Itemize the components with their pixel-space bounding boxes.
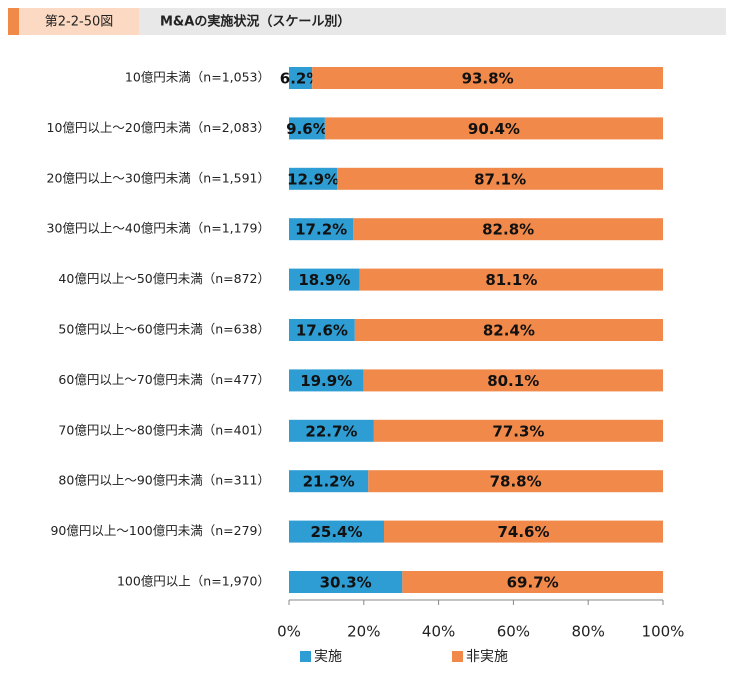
category-label: 40億円以上～50億円未満（n=872） bbox=[58, 271, 270, 286]
x-tick-label: 80% bbox=[572, 623, 605, 641]
bar-segment bbox=[289, 67, 313, 89]
value-label: 90.4% bbox=[468, 120, 520, 138]
bar-segment bbox=[289, 419, 374, 442]
value-label: 25.4% bbox=[310, 523, 362, 541]
value-label: 22.7% bbox=[305, 422, 357, 440]
category-label: 20億円以上～30億円未満（n=1,591） bbox=[47, 170, 271, 185]
bar-segment bbox=[289, 167, 338, 190]
value-label: 82.4% bbox=[483, 322, 535, 340]
category-label: 70億円以上～80億円未満（n=401） bbox=[58, 422, 270, 437]
value-label: 9.6% bbox=[286, 120, 328, 138]
category-label: 30億円以上～40億円未満（n=1,179） bbox=[47, 221, 271, 236]
bar-segment bbox=[324, 117, 663, 140]
value-label: 77.3% bbox=[492, 422, 544, 440]
category-label: 10億円未満（n=1,053） bbox=[125, 70, 270, 85]
chart-title: M&Aの実施状況（スケール別） bbox=[160, 14, 350, 30]
value-label: 12.9% bbox=[287, 170, 339, 188]
value-label: 30.3% bbox=[320, 574, 372, 592]
bar-segment bbox=[368, 470, 663, 493]
value-label: 80.1% bbox=[487, 372, 539, 390]
value-label: 6.2% bbox=[280, 70, 322, 88]
bar-segment bbox=[312, 67, 663, 89]
category-label: 50億円以上～60億円未満（n=638） bbox=[58, 322, 270, 337]
value-label: 18.9% bbox=[298, 271, 350, 289]
value-label: 93.8% bbox=[462, 70, 514, 88]
bar-segment bbox=[289, 268, 360, 291]
legend-label: 非実施 bbox=[466, 649, 508, 665]
value-label: 81.1% bbox=[485, 271, 537, 289]
category-label: 80億円以上～90億円未満（n=311） bbox=[58, 473, 270, 488]
category-label: 100億円以上（n=1,970） bbox=[117, 574, 270, 589]
value-label: 78.8% bbox=[490, 473, 542, 491]
bar-segment bbox=[359, 268, 663, 291]
bar-segment bbox=[289, 470, 369, 493]
value-label: 17.2% bbox=[295, 221, 347, 239]
bar-segment bbox=[353, 218, 663, 241]
bar-segment bbox=[289, 520, 384, 543]
header-accent bbox=[8, 8, 19, 35]
bar-segment bbox=[289, 571, 403, 593]
category-label: 10億円以上～20億円未満（n=2,083） bbox=[47, 120, 271, 135]
bar-segment bbox=[289, 218, 354, 241]
value-label: 17.6% bbox=[296, 322, 348, 340]
x-tick-label: 100% bbox=[642, 623, 685, 641]
value-label: 74.6% bbox=[497, 523, 549, 541]
value-label: 87.1% bbox=[474, 170, 526, 188]
legend-label: 実施 bbox=[314, 649, 342, 665]
legend-swatch bbox=[300, 651, 311, 662]
bar-segment bbox=[289, 117, 325, 140]
category-label: 60億円以上～70億円未満（n=477） bbox=[58, 372, 270, 387]
x-tick-label: 0% bbox=[277, 623, 301, 641]
bar-segment bbox=[337, 167, 663, 190]
bar-segment bbox=[402, 571, 663, 593]
category-label: 90億円以上～100億円未満（n=279） bbox=[50, 523, 270, 538]
value-label: 82.8% bbox=[482, 221, 534, 239]
header-label-box bbox=[19, 8, 139, 35]
legend-swatch bbox=[452, 651, 463, 662]
x-tick-label: 60% bbox=[497, 623, 530, 641]
value-label: 21.2% bbox=[303, 473, 355, 491]
bar-segment bbox=[383, 520, 663, 543]
x-tick-label: 20% bbox=[347, 623, 380, 641]
value-label: 69.7% bbox=[507, 574, 559, 592]
bar-segment bbox=[363, 369, 663, 392]
figure-label: 第2-2-50図 bbox=[45, 15, 113, 30]
x-tick-label: 40% bbox=[422, 623, 455, 641]
bar-segment bbox=[354, 319, 663, 341]
bar-segment bbox=[373, 419, 663, 442]
value-label: 19.9% bbox=[300, 372, 352, 390]
bar-segment bbox=[289, 319, 355, 341]
bar-segment bbox=[289, 369, 364, 392]
